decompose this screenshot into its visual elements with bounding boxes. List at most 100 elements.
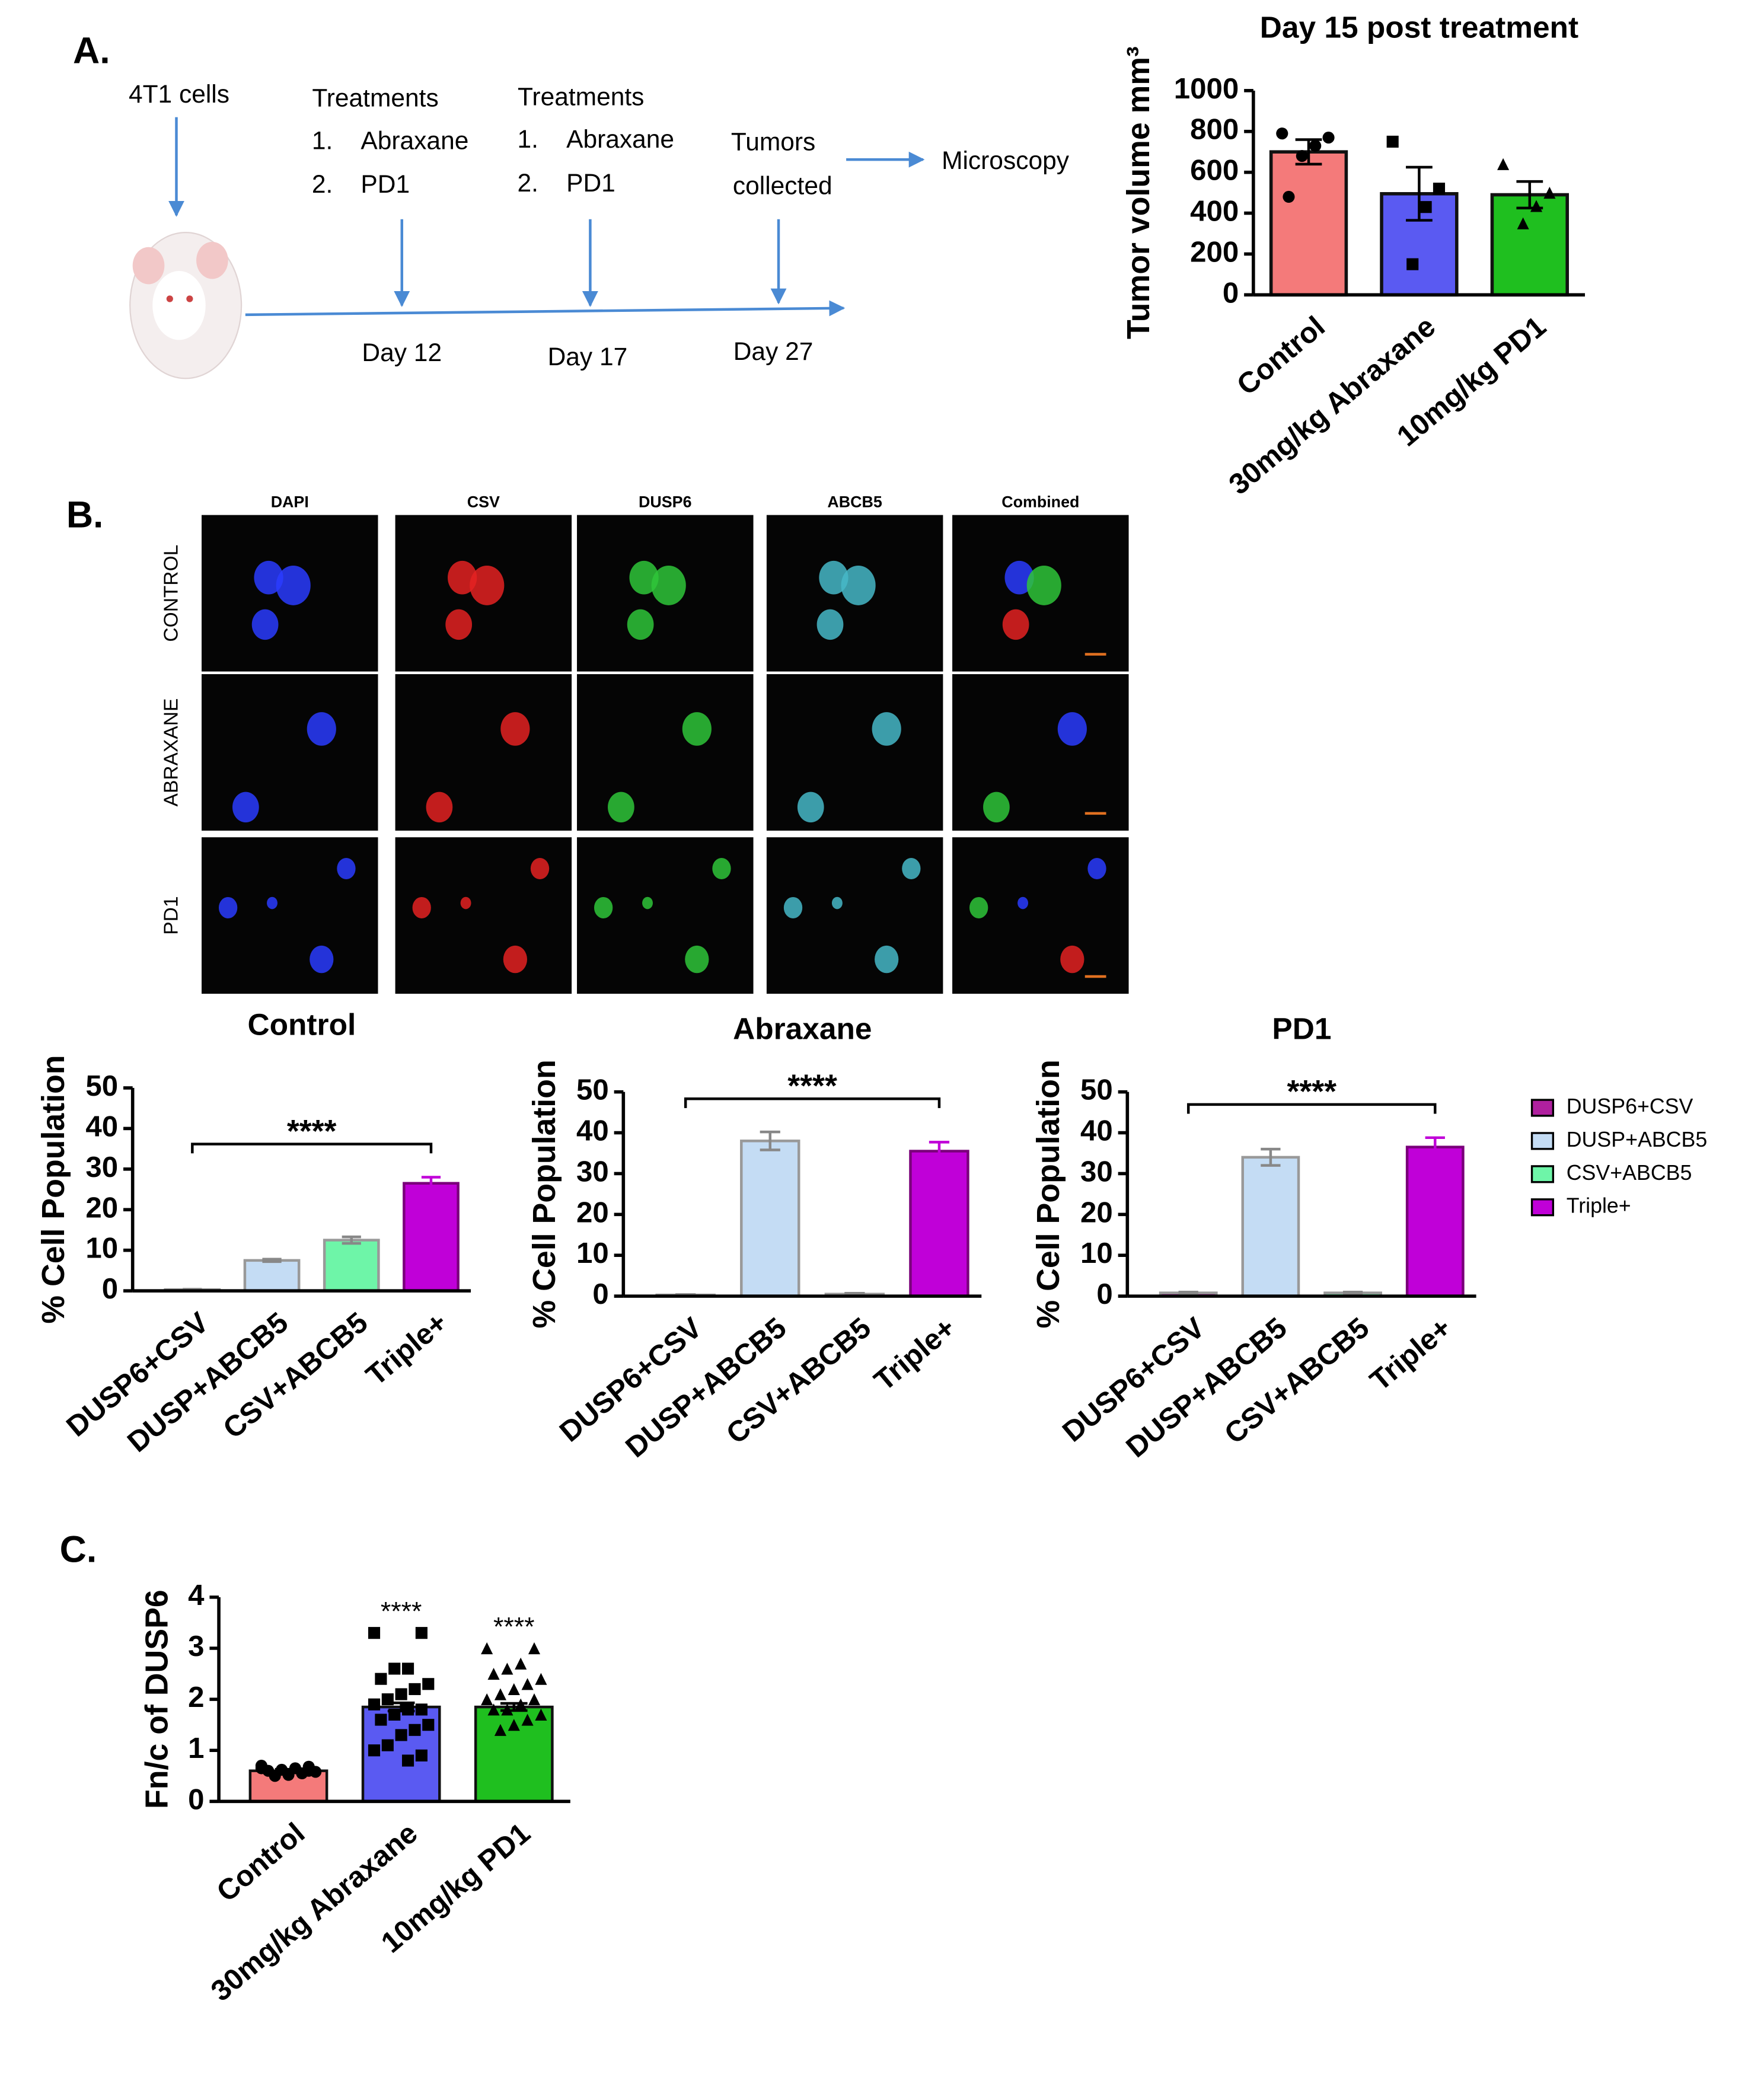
- cell: [651, 565, 686, 605]
- cell: [875, 945, 899, 974]
- mouse: [129, 232, 243, 379]
- bar: [243, 1259, 301, 1293]
- error-bar: [1295, 138, 1322, 166]
- step-heading: Treatments: [312, 85, 438, 113]
- cell: [1017, 896, 1028, 910]
- item-number: 2.: [312, 171, 333, 199]
- data-point: [494, 1688, 507, 1700]
- cell: [500, 712, 530, 746]
- micrograph: [766, 674, 943, 831]
- x-tick-label: Triple+: [868, 1311, 962, 1397]
- x-tick-label: Control: [210, 1817, 311, 1909]
- y-axis-label: Tumor volume mm³: [1121, 46, 1156, 339]
- data-point: [528, 1642, 541, 1655]
- significance-bracket: [1186, 1103, 1437, 1114]
- timeline: [245, 300, 846, 317]
- significance-bracket: [191, 1143, 433, 1154]
- day-label: Day 17: [548, 343, 628, 371]
- significance-label: ****: [381, 1597, 422, 1626]
- error-bar: [760, 1130, 780, 1151]
- chart-title: Control: [247, 1007, 356, 1042]
- cell: [1060, 945, 1084, 974]
- legend-swatch: [1530, 1099, 1555, 1117]
- data-point: [401, 1703, 414, 1716]
- data-point: [521, 1713, 534, 1726]
- y-tick-label: 0: [188, 1783, 204, 1815]
- item-name: Abraxane: [361, 127, 468, 155]
- y-tick-label: 30: [576, 1155, 609, 1188]
- significance-bracket: [684, 1097, 941, 1108]
- significance-label: ****: [287, 1113, 337, 1149]
- data-point: [1386, 135, 1399, 148]
- data-point: [1406, 258, 1419, 270]
- column-header: DAPI: [271, 493, 309, 511]
- data-point: [422, 1719, 435, 1731]
- item-number: 2.: [518, 170, 538, 197]
- data-point: [368, 1698, 381, 1711]
- y-tick-label: 10: [85, 1232, 118, 1265]
- output-label: Microscopy: [942, 147, 1070, 175]
- x-tick-label: 30mg/kg Abraxane: [205, 1817, 423, 2008]
- data-point: [481, 1693, 493, 1706]
- data-point: [528, 1693, 541, 1706]
- cell: [1004, 560, 1034, 595]
- cell: [685, 945, 709, 974]
- data-point: [1276, 127, 1288, 140]
- y-tick-label: 40: [576, 1115, 609, 1147]
- data-point: [1433, 183, 1446, 195]
- chart-title: PD1: [1272, 1011, 1331, 1045]
- legend-swatch: [1530, 1132, 1555, 1150]
- legend-swatch: [1530, 1165, 1555, 1183]
- bar: [909, 1150, 969, 1298]
- item-name: Abraxane: [566, 126, 674, 154]
- y-tick-label: 50: [576, 1074, 609, 1106]
- cell: [797, 792, 824, 823]
- bar: [740, 1140, 800, 1298]
- x-tick-label: CSV+ABCB5: [720, 1311, 877, 1451]
- data-point: [395, 1729, 407, 1741]
- cell: [310, 945, 334, 974]
- micrograph: [395, 674, 572, 831]
- data-point: [415, 1749, 428, 1761]
- legend-label: Triple+: [1567, 1194, 1631, 1218]
- data-point: [535, 1673, 547, 1685]
- cell: [627, 609, 654, 640]
- bar: [1269, 150, 1348, 297]
- error-bar: [387, 1701, 415, 1713]
- y-tick-label: 3: [188, 1630, 204, 1662]
- data-point: [1497, 158, 1510, 170]
- cell: [1002, 609, 1029, 640]
- x-tick-label: Triple+: [1364, 1311, 1457, 1397]
- data-point: [487, 1703, 500, 1716]
- x-tick-label: 30mg/kg Abraxane: [1223, 310, 1441, 501]
- error-bar: [1178, 1290, 1198, 1295]
- data-point: [515, 1657, 527, 1670]
- y-tick-label: 40: [1080, 1115, 1113, 1147]
- data-point: [381, 1739, 394, 1751]
- bar: [1241, 1156, 1300, 1298]
- y-tick-label: 800: [1190, 113, 1239, 146]
- data-point: [1543, 187, 1556, 199]
- cell: [1057, 712, 1087, 746]
- error-bar: [342, 1235, 361, 1245]
- y-tick-label: 10: [576, 1237, 609, 1269]
- bar: [323, 1239, 380, 1293]
- cell: [783, 896, 803, 918]
- micrograph: [952, 674, 1129, 831]
- error-bar: [421, 1176, 441, 1191]
- legend-label: DUSP+ABCB5: [1567, 1128, 1708, 1151]
- item-name: PD1: [361, 171, 410, 199]
- cell: [445, 609, 473, 640]
- cell: [267, 896, 277, 910]
- data-point: [415, 1627, 428, 1639]
- y-tick-label: 50: [85, 1070, 118, 1102]
- column-header: CSV: [467, 493, 500, 511]
- column-header: Combined: [1001, 493, 1079, 511]
- data-point: [1309, 139, 1322, 152]
- step-heading: Treatments: [518, 83, 644, 111]
- y-tick-label: 2: [188, 1681, 204, 1713]
- item-number: 1.: [518, 126, 538, 154]
- cell: [983, 792, 1010, 823]
- error-bar: [1342, 1290, 1363, 1295]
- y-axis-label: % Cell Population: [1031, 1060, 1066, 1328]
